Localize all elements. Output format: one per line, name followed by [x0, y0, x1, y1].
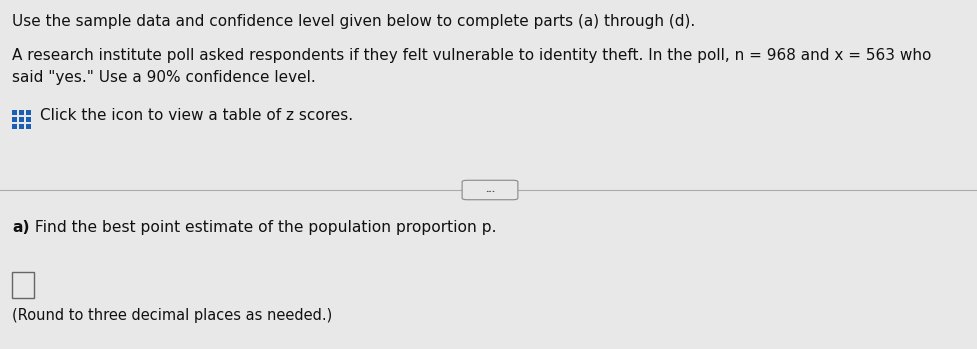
Bar [19, 117, 24, 122]
Text: A research institute poll asked respondents if they felt vulnerable to identity : A research institute poll asked responde… [12, 48, 931, 63]
FancyBboxPatch shape [12, 272, 34, 298]
Bar [12, 117, 17, 122]
Text: said "yes." Use a 90% confidence level.: said "yes." Use a 90% confidence level. [12, 70, 316, 85]
Text: Click the icon to view a table of z scores.: Click the icon to view a table of z scor… [40, 108, 353, 123]
Text: Use the sample data and confidence level given below to complete parts (a) throu: Use the sample data and confidence level… [12, 14, 696, 29]
FancyBboxPatch shape [462, 180, 518, 200]
Text: a): a) [12, 220, 29, 235]
Bar [19, 124, 24, 129]
Bar [12, 124, 17, 129]
Bar [26, 110, 31, 115]
Bar [12, 110, 17, 115]
Text: ...: ... [485, 186, 495, 194]
Text: (Round to three decimal places as needed.): (Round to three decimal places as needed… [12, 308, 332, 323]
Bar [26, 117, 31, 122]
Bar [19, 110, 24, 115]
Bar [26, 124, 31, 129]
Text: Find the best point estimate of the population proportion p.: Find the best point estimate of the popu… [30, 220, 496, 235]
